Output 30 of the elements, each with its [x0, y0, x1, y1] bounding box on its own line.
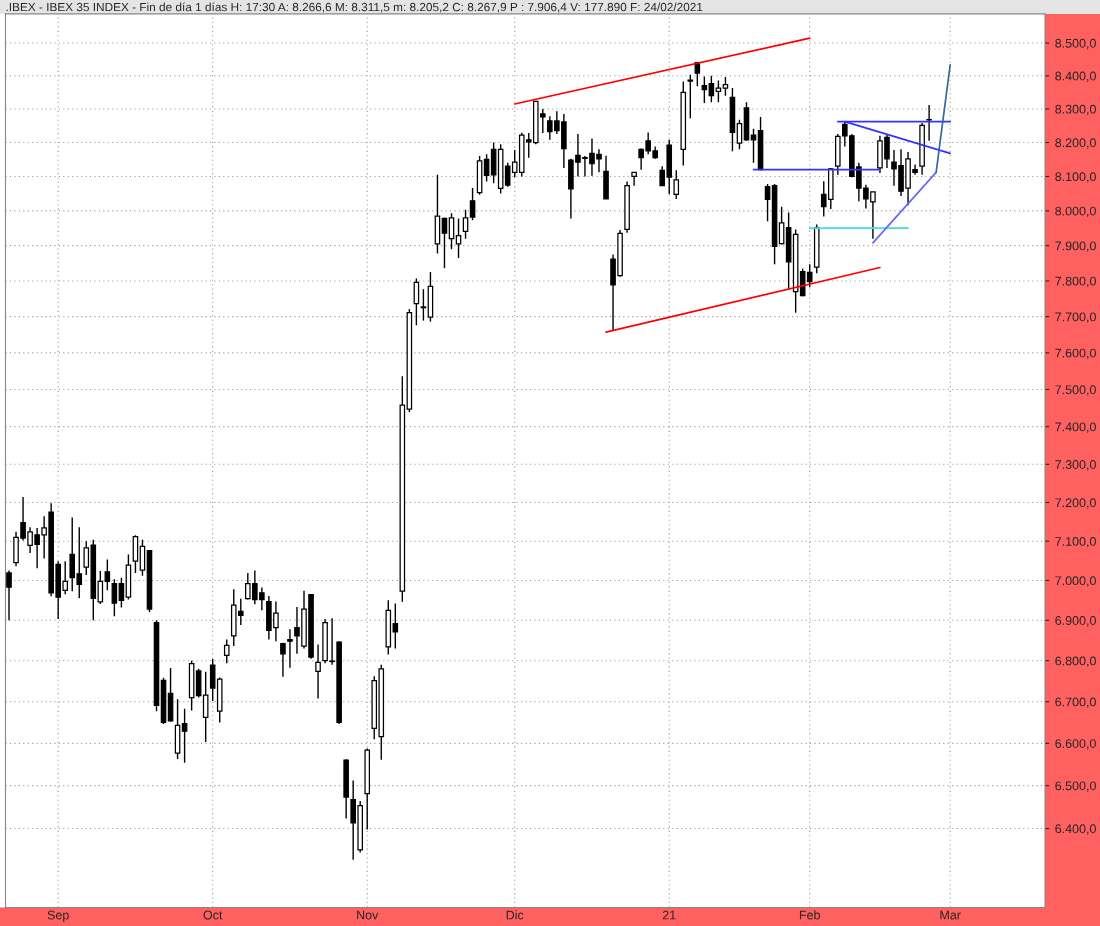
y-tick-label: 7.500,0	[1055, 385, 1096, 396]
y-tick-label: 7.800,0	[1055, 276, 1096, 288]
x-tick-label: Oct	[203, 910, 223, 920]
y-tick-label: 7.200,0	[1055, 498, 1096, 509]
x-tick-label: Sep	[47, 910, 69, 922]
y-tick-label: 8.400,0	[1055, 71, 1096, 82]
x-tick-label: Dic	[506, 910, 524, 920]
y-tick-label: 8.300,0	[1055, 104, 1096, 116]
y-tick-label: 7.600,0	[1055, 348, 1096, 359]
y-tick-label: 7.900,0	[1055, 241, 1096, 252]
y-tick-label: 6.400,0	[1055, 824, 1096, 835]
y-tick-label: 7.000,0	[1055, 576, 1096, 587]
y-tick-label: 6.500,0	[1055, 781, 1096, 792]
y-tick-label: 7.700,0	[1055, 312, 1096, 323]
x-tick-label: 21	[662, 910, 676, 920]
y-tick-label: 7.300,0	[1055, 460, 1096, 471]
y-tick-label: 7.100,0	[1055, 537, 1096, 548]
y-tick-label: 8.200,0	[1055, 138, 1096, 149]
y-tick-label: 8.000,0	[1055, 206, 1096, 217]
y-tick-label: 8.500,0	[1055, 38, 1096, 50]
y-tick-label: 8.100,0	[1055, 172, 1096, 183]
y-tick-label: 6.700,0	[1055, 697, 1096, 708]
y-tick-label: 6.800,0	[1055, 656, 1096, 667]
x-tick-label: Mar	[940, 910, 961, 920]
x-tick-label: Nov	[357, 910, 379, 920]
y-tick-label: 6.900,0	[1055, 616, 1096, 627]
y-tick-label: 7.400,0	[1055, 422, 1096, 433]
chart-title: .IBEX - IBEX 35 INDEX - Fin de día 1 días H: 17:30 A: 8.266,6 M: 8.311,5 m: 8.205,2 C: 8.267,9 P : 7.906,4 V: 177.890 F: 24/02/2021	[6, 2, 703, 13]
x-tick-label: Feb	[799, 910, 820, 920]
y-tick-label: 6.600,0	[1055, 739, 1096, 750]
